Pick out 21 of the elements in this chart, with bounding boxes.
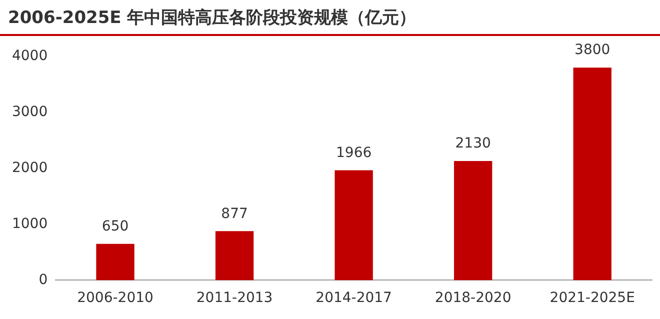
x-tick-label: 2021-2025E xyxy=(550,290,635,306)
y-tick-label: 2000 xyxy=(12,160,48,176)
y-tick-label: 3000 xyxy=(12,104,48,120)
data-label: 1966 xyxy=(336,144,372,161)
data-label: 2130 xyxy=(455,136,491,152)
data-label: 650 xyxy=(102,218,129,234)
bar xyxy=(573,68,612,280)
y-tick-label: 4000 xyxy=(12,48,48,64)
x-tick-label: 2018-2020 xyxy=(434,290,512,306)
x-tick-label: 2011-2013 xyxy=(196,290,273,306)
y-tick-label: 1000 xyxy=(12,216,48,232)
data-label: 877 xyxy=(221,206,248,222)
bar xyxy=(215,231,254,280)
bar xyxy=(96,244,134,280)
x-tick-label: 2006-2010 xyxy=(77,290,154,306)
bar xyxy=(334,170,373,280)
chart-title: 2006-2025E 年中国特高压各阶段投资规模（亿元） xyxy=(8,7,416,29)
data-label: 3800 xyxy=(574,42,610,58)
y-tick-label: 0 xyxy=(38,272,48,288)
bar xyxy=(454,161,492,280)
x-tick-label: 2014-2017 xyxy=(316,290,392,306)
